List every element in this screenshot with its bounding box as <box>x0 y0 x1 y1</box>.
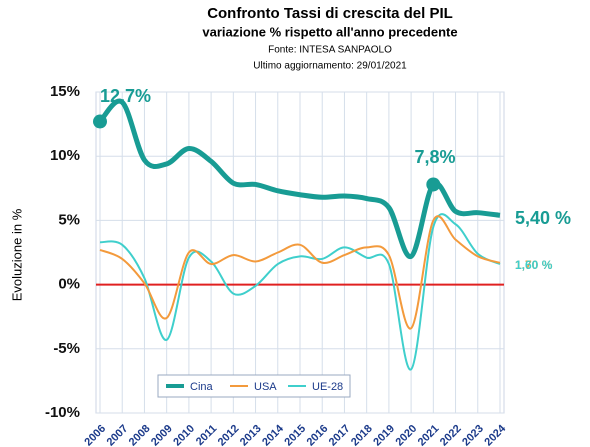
y-tick-label: 0% <box>58 276 80 293</box>
legend-label: USA <box>254 381 277 393</box>
x-tick-label: 2022 <box>438 423 464 447</box>
chart-title: Confronto Tassi di crescita del PIL <box>207 5 453 22</box>
annotation: 1,60 % <box>515 258 553 272</box>
legend <box>157 374 351 398</box>
y-axis-label: Evoluzione in % <box>9 208 24 301</box>
x-tick-label: 2011 <box>194 423 219 447</box>
x-tick-label: 2010 <box>171 423 197 447</box>
x-tick-label: 2012 <box>216 423 242 447</box>
x-tick-label: 2015 <box>282 423 308 447</box>
x-tick-label: 2006 <box>82 423 108 447</box>
y-tick-label: 5% <box>58 211 80 228</box>
annotation: 7,8% <box>414 147 455 167</box>
highlight-point <box>93 114 107 129</box>
x-tick-label: 2021 <box>416 423 442 447</box>
chart-subtitle: variazione % rispetto all'anno precedent… <box>202 24 457 39</box>
annotation: 5,40 % <box>515 208 571 228</box>
x-tick-label: 2016 <box>305 423 331 447</box>
x-tick-label: 2017 <box>327 423 353 447</box>
x-tick-label: 2008 <box>127 423 153 447</box>
highlight-point <box>426 177 441 192</box>
source: Fonte: INTESA SANPAOLO <box>268 45 392 56</box>
x-tick-label: 2019 <box>371 423 397 447</box>
y-tick-label: 10% <box>50 147 80 164</box>
annotation: 12,7% <box>100 86 151 106</box>
x-tick-label: 2020 <box>393 423 419 447</box>
x-tick-label: 2024 <box>482 422 508 447</box>
update-date: Ultimo aggiornamento: 29/01/2021 <box>253 61 407 72</box>
legend-label: Cina <box>190 381 214 393</box>
y-tick-label: -10% <box>45 404 80 421</box>
legend-label: UE-28 <box>312 381 343 393</box>
x-tick-label: 2014 <box>260 422 286 447</box>
x-tick-label: 2013 <box>238 423 264 447</box>
x-tick-label: 2023 <box>460 423 486 447</box>
line-usa <box>99 215 501 330</box>
x-tick-label: 2009 <box>149 423 175 447</box>
x-tick-label: 2018 <box>349 423 375 447</box>
annotation: 1,70 % <box>515 258 553 272</box>
line-ue-28 <box>99 213 501 371</box>
x-tick-label: 2007 <box>105 423 131 447</box>
y-tick-label: -5% <box>53 340 80 357</box>
y-tick-label: 15% <box>50 83 80 100</box>
